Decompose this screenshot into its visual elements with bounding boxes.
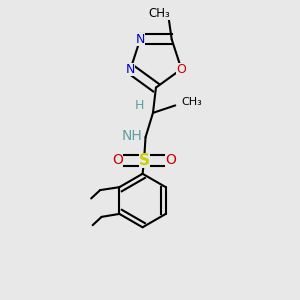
Text: S: S	[139, 153, 150, 168]
Text: CH₃: CH₃	[148, 8, 170, 20]
Text: N: N	[136, 33, 145, 46]
Text: O: O	[112, 153, 123, 167]
Text: CH₃: CH₃	[181, 98, 202, 107]
Text: O: O	[165, 153, 176, 167]
Text: N: N	[126, 63, 135, 76]
Text: NH: NH	[122, 129, 142, 143]
Text: O: O	[176, 63, 186, 76]
Text: H: H	[135, 99, 144, 112]
